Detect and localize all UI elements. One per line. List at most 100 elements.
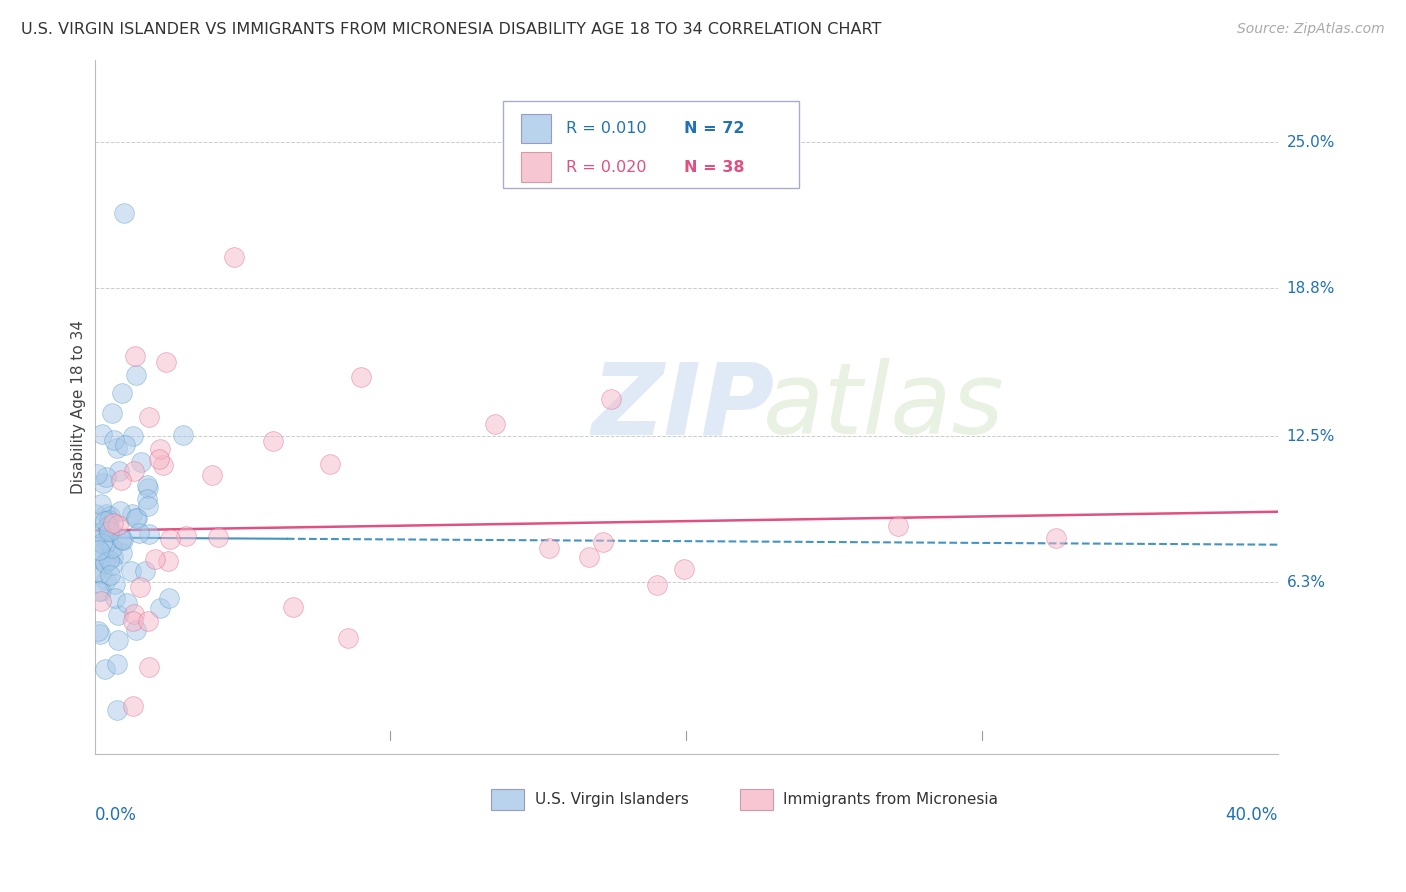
- Point: [157, 554, 180, 568]
- Text: R = 0.020: R = 0.020: [565, 160, 647, 175]
- Point: [122, 614, 145, 628]
- Point: [136, 615, 159, 629]
- Point: [121, 507, 143, 521]
- Point: [350, 370, 373, 384]
- Point: [101, 406, 124, 420]
- Point: [207, 530, 229, 544]
- Point: [100, 524, 122, 539]
- Text: 25.0%: 25.0%: [1286, 135, 1334, 150]
- Text: 6.3%: 6.3%: [1286, 574, 1326, 590]
- Point: [122, 698, 145, 713]
- Point: [91, 524, 114, 539]
- Point: [592, 534, 614, 549]
- Point: [125, 511, 148, 525]
- Point: [105, 441, 128, 455]
- Point: [101, 558, 124, 573]
- Point: [157, 591, 180, 606]
- FancyBboxPatch shape: [491, 789, 524, 810]
- Point: [159, 533, 181, 547]
- Point: [136, 491, 159, 506]
- Point: [174, 529, 197, 543]
- Point: [94, 514, 117, 528]
- Point: [138, 659, 160, 673]
- Point: [94, 507, 117, 521]
- Point: [122, 464, 145, 478]
- Point: [148, 451, 170, 466]
- Point: [90, 497, 112, 511]
- Point: [112, 533, 135, 547]
- Point: [172, 428, 194, 442]
- Point: [84, 530, 107, 544]
- Text: 40.0%: 40.0%: [1226, 806, 1278, 824]
- Text: N = 72: N = 72: [683, 121, 744, 136]
- Point: [149, 442, 172, 456]
- Point: [105, 657, 128, 672]
- Text: R = 0.010: R = 0.010: [565, 121, 647, 136]
- Point: [108, 465, 131, 479]
- Point: [136, 500, 159, 514]
- Point: [125, 623, 148, 637]
- Point: [134, 564, 156, 578]
- Point: [537, 541, 560, 555]
- Point: [89, 552, 111, 566]
- Point: [97, 524, 120, 538]
- Point: [337, 632, 360, 646]
- Point: [138, 481, 160, 495]
- Text: U.S. Virgin Islanders: U.S. Virgin Islanders: [534, 792, 689, 807]
- FancyBboxPatch shape: [520, 153, 551, 182]
- Text: Immigrants from Micronesia: Immigrants from Micronesia: [783, 792, 998, 807]
- Point: [91, 476, 114, 491]
- Point: [104, 577, 127, 591]
- Point: [101, 541, 124, 556]
- FancyBboxPatch shape: [740, 789, 773, 810]
- Point: [112, 205, 135, 219]
- Point: [125, 368, 148, 383]
- Point: [90, 535, 112, 549]
- Point: [120, 564, 142, 578]
- Point: [110, 473, 132, 487]
- Point: [97, 524, 120, 539]
- Text: 12.5%: 12.5%: [1286, 429, 1334, 444]
- Text: U.S. VIRGIN ISLANDER VS IMMIGRANTS FROM MICRONESIA DISABILITY AGE 18 TO 34 CORRE: U.S. VIRGIN ISLANDER VS IMMIGRANTS FROM …: [21, 22, 882, 37]
- Point: [114, 438, 136, 452]
- Point: [135, 478, 157, 492]
- Point: [143, 551, 166, 566]
- Point: [1045, 531, 1067, 545]
- Point: [121, 429, 143, 443]
- Point: [149, 600, 172, 615]
- Point: [128, 580, 150, 594]
- Point: [87, 543, 110, 558]
- Point: [107, 607, 129, 622]
- Point: [138, 409, 160, 424]
- Point: [94, 557, 117, 571]
- Point: [110, 504, 132, 518]
- Point: [89, 583, 111, 598]
- Point: [201, 468, 224, 483]
- Point: [94, 662, 117, 676]
- Point: [122, 607, 145, 622]
- Point: [84, 565, 107, 579]
- Point: [281, 599, 304, 614]
- Point: [90, 594, 112, 608]
- Text: ZIP: ZIP: [592, 359, 775, 456]
- Point: [110, 546, 132, 560]
- Point: [90, 566, 112, 580]
- Point: [673, 561, 696, 575]
- Point: [138, 526, 160, 541]
- Point: [124, 349, 146, 363]
- Point: [125, 510, 148, 524]
- Point: [86, 467, 108, 481]
- Point: [110, 386, 132, 401]
- Point: [110, 533, 132, 547]
- Point: [152, 458, 174, 472]
- Text: atlas: atlas: [763, 359, 1005, 456]
- Point: [645, 578, 668, 592]
- FancyBboxPatch shape: [520, 114, 551, 144]
- Point: [98, 508, 121, 523]
- Point: [101, 550, 124, 565]
- Point: [98, 513, 121, 527]
- Point: [100, 568, 122, 582]
- Point: [107, 632, 129, 647]
- Text: Source: ZipAtlas.com: Source: ZipAtlas.com: [1237, 22, 1385, 37]
- Point: [262, 434, 284, 448]
